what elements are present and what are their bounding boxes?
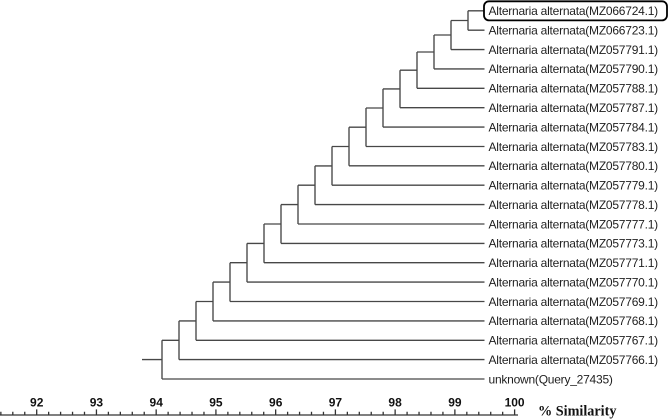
svg-text:Alternaria alternata(MZ057780.: Alternaria alternata(MZ057780.1) — [489, 159, 659, 173]
svg-text:95: 95 — [209, 395, 223, 409]
svg-text:96: 96 — [269, 395, 283, 409]
svg-text:Alternaria alternata(MZ057769.: Alternaria alternata(MZ057769.1) — [489, 295, 659, 309]
svg-text:Alternaria alternata(MZ057770.: Alternaria alternata(MZ057770.1) — [489, 275, 659, 289]
svg-text:Alternaria alternata(MZ057766.: Alternaria alternata(MZ057766.1) — [489, 353, 659, 367]
svg-text:Alternaria alternata(MZ057784.: Alternaria alternata(MZ057784.1) — [489, 120, 659, 134]
svg-text:Alternaria alternata(MZ057783.: Alternaria alternata(MZ057783.1) — [489, 140, 659, 154]
svg-text:100: 100 — [505, 395, 525, 409]
svg-text:97: 97 — [329, 395, 343, 409]
svg-text:94: 94 — [150, 395, 164, 409]
svg-text:93: 93 — [90, 395, 104, 409]
svg-text:Alternaria alternata(MZ057787.: Alternaria alternata(MZ057787.1) — [489, 101, 659, 115]
svg-text:Alternaria alternata(MZ057791.: Alternaria alternata(MZ057791.1) — [489, 43, 659, 57]
svg-text:98: 98 — [388, 395, 402, 409]
svg-text:Alternaria alternata(MZ057773.: Alternaria alternata(MZ057773.1) — [489, 237, 659, 251]
svg-text:Alternaria alternata(MZ057790.: Alternaria alternata(MZ057790.1) — [489, 62, 659, 76]
svg-text:Alternaria alternata(MZ057778.: Alternaria alternata(MZ057778.1) — [489, 198, 659, 212]
svg-text:Alternaria alternata(MZ066724.: Alternaria alternata(MZ066724.1) — [489, 4, 659, 18]
svg-text:Alternaria alternata(MZ057767.: Alternaria alternata(MZ057767.1) — [489, 334, 659, 348]
svg-text:Alternaria alternata(MZ057768.: Alternaria alternata(MZ057768.1) — [489, 314, 659, 328]
svg-text:Alternaria alternata(MZ057788.: Alternaria alternata(MZ057788.1) — [489, 82, 659, 96]
svg-text:92: 92 — [30, 395, 44, 409]
svg-text:unknown(Query_27435): unknown(Query_27435) — [489, 372, 613, 386]
svg-text:99: 99 — [448, 395, 462, 409]
svg-text:% Similarity: % Similarity — [538, 404, 616, 420]
svg-text:Alternaria alternata(MZ057779.: Alternaria alternata(MZ057779.1) — [489, 179, 659, 193]
svg-text:Alternaria alternata(MZ066723.: Alternaria alternata(MZ066723.1) — [489, 24, 659, 38]
svg-text:Alternaria alternata(MZ057777.: Alternaria alternata(MZ057777.1) — [489, 217, 659, 231]
svg-text:Alternaria alternata(MZ057771.: Alternaria alternata(MZ057771.1) — [489, 256, 659, 270]
